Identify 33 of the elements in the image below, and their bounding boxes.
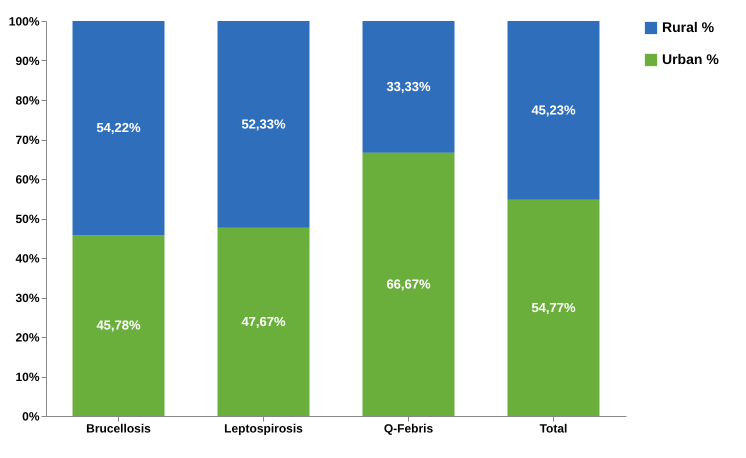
bar [508,200,600,416]
y-tick-label: 50% [15,212,40,226]
y-tick-label: 100% [8,14,40,28]
data-label: 45,23% [531,102,576,118]
data-label: 52,33% [241,116,286,132]
data-label: 66,67% [386,276,431,292]
bar [362,21,454,153]
y-tick-label: 60% [15,172,40,186]
y-tick-label: 30% [15,291,40,305]
x-tick-label: Q-Febris [384,422,434,436]
y-tick-label: 20% [15,330,40,344]
x-tick-label: Leptospirosis [224,422,304,436]
bar [508,21,600,200]
legend-label: Urban % [662,51,720,67]
bar [72,235,164,416]
bar [362,152,454,416]
x-tick-label: Brucellosis [86,422,152,436]
data-label: 33,33% [386,78,431,94]
y-tick-label: 40% [15,252,40,266]
y-tick-label: 0% [22,410,40,424]
x-tick-label: Total [540,422,568,436]
data-label: 54,22% [96,120,141,136]
bar [218,228,310,416]
bar [218,21,310,228]
y-tick-label: 90% [15,54,40,68]
data-label: 54,77% [531,300,576,315]
y-tick-label: 80% [15,94,40,108]
data-label: 47,67% [241,314,286,329]
y-tick-label: 10% [15,370,40,384]
bar [72,21,164,236]
data-label: 45,78% [96,318,141,333]
y-tick-label: 70% [15,133,40,147]
legend-label: Rural % [662,19,715,35]
